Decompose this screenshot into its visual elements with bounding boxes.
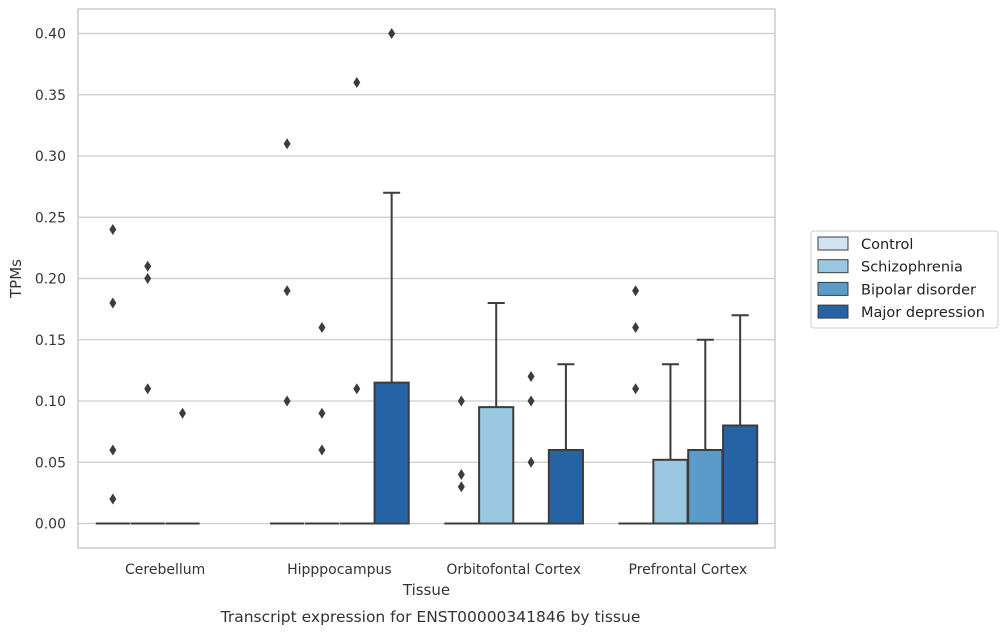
outlier-point [632, 285, 640, 297]
x-tick-label: Orbitofontal Cortex [446, 562, 581, 578]
x-tick-label: Prefrontal Cortex [629, 562, 748, 578]
outlier-point [457, 395, 465, 407]
outlier-point [144, 260, 152, 272]
y-tick-label: 0.00 [35, 517, 66, 533]
y-tick-label: 0.05 [35, 455, 66, 471]
outlier-point [109, 493, 117, 505]
legend-label: Control [861, 237, 913, 253]
box-body [687, 449, 724, 525]
outlier-point [632, 322, 640, 333]
box-schizophrenia [652, 363, 689, 525]
y-tick-label: 0.20 [35, 272, 66, 288]
y-tick-label: 0.35 [35, 88, 66, 104]
box-body [478, 406, 515, 525]
outlier-point [109, 444, 117, 456]
legend-label: Schizophrenia [861, 260, 963, 276]
legend-swatch [817, 304, 849, 319]
outlier-point [527, 371, 535, 382]
outlier-point [527, 456, 535, 468]
box-body [652, 458, 689, 525]
outlier-point [283, 285, 291, 297]
y-tick-label: 0.30 [35, 149, 66, 165]
legend-frame [810, 230, 999, 329]
x-axis-ticks: Cerebellum Hipppocampus Orbitofontal Corte… [125, 562, 747, 578]
y-axis-title: TPMs [7, 259, 25, 299]
outlier-point [632, 383, 640, 395]
y-tick-label: 0.10 [35, 394, 66, 410]
x-axis-title: Tissue [402, 581, 450, 599]
box-body [722, 424, 759, 525]
box-body [547, 449, 584, 525]
outlier-point [109, 297, 117, 309]
outlier-point [318, 444, 326, 456]
outlier-point [318, 322, 326, 333]
outlier-point [527, 395, 535, 407]
box-schizophrenia [478, 302, 515, 525]
box-major-depression [547, 363, 584, 525]
outlier-point [144, 273, 152, 284]
outlier-point [179, 407, 187, 419]
plot-area-frame [77, 8, 776, 549]
outlier-point [457, 481, 465, 493]
y-tick-label: 0.40 [35, 27, 66, 43]
outlier-point [353, 77, 361, 88]
box-body [373, 381, 410, 525]
outlier-point [388, 28, 396, 39]
outliers [109, 28, 640, 505]
y-tick-label: 0.15 [35, 333, 66, 349]
box-bipolar-disorder [687, 338, 724, 525]
outlier-point [109, 224, 117, 235]
legend-label: Major depression [861, 305, 985, 321]
gridlines [78, 32, 775, 525]
legend-swatch [817, 236, 849, 251]
legend: Control Schizophrenia Bipolar disorder Majo… [810, 230, 999, 329]
chart-caption: Transcript expression for ENST0000034184… [220, 608, 641, 626]
outlier-point [318, 407, 326, 419]
outlier-point [283, 395, 291, 407]
box-major-depression [722, 314, 759, 525]
outlier-point [283, 138, 291, 150]
boxes [95, 191, 759, 525]
legend-swatch [817, 281, 849, 296]
box-major-depression [373, 191, 410, 525]
outlier-point [353, 383, 361, 395]
outlier-point [457, 469, 465, 480]
legend-swatch [817, 259, 849, 274]
y-axis-ticks: 0.00 0.05 0.10 0.15 0.20 0.25 0.30 0.35 0.40 [35, 27, 66, 533]
y-tick-label: 0.25 [35, 210, 66, 226]
legend-label: Bipolar disorder [861, 282, 976, 298]
outlier-point [144, 383, 152, 395]
x-tick-label: Cerebellum [125, 562, 205, 578]
x-tick-label: Hipppocampus [287, 562, 392, 578]
